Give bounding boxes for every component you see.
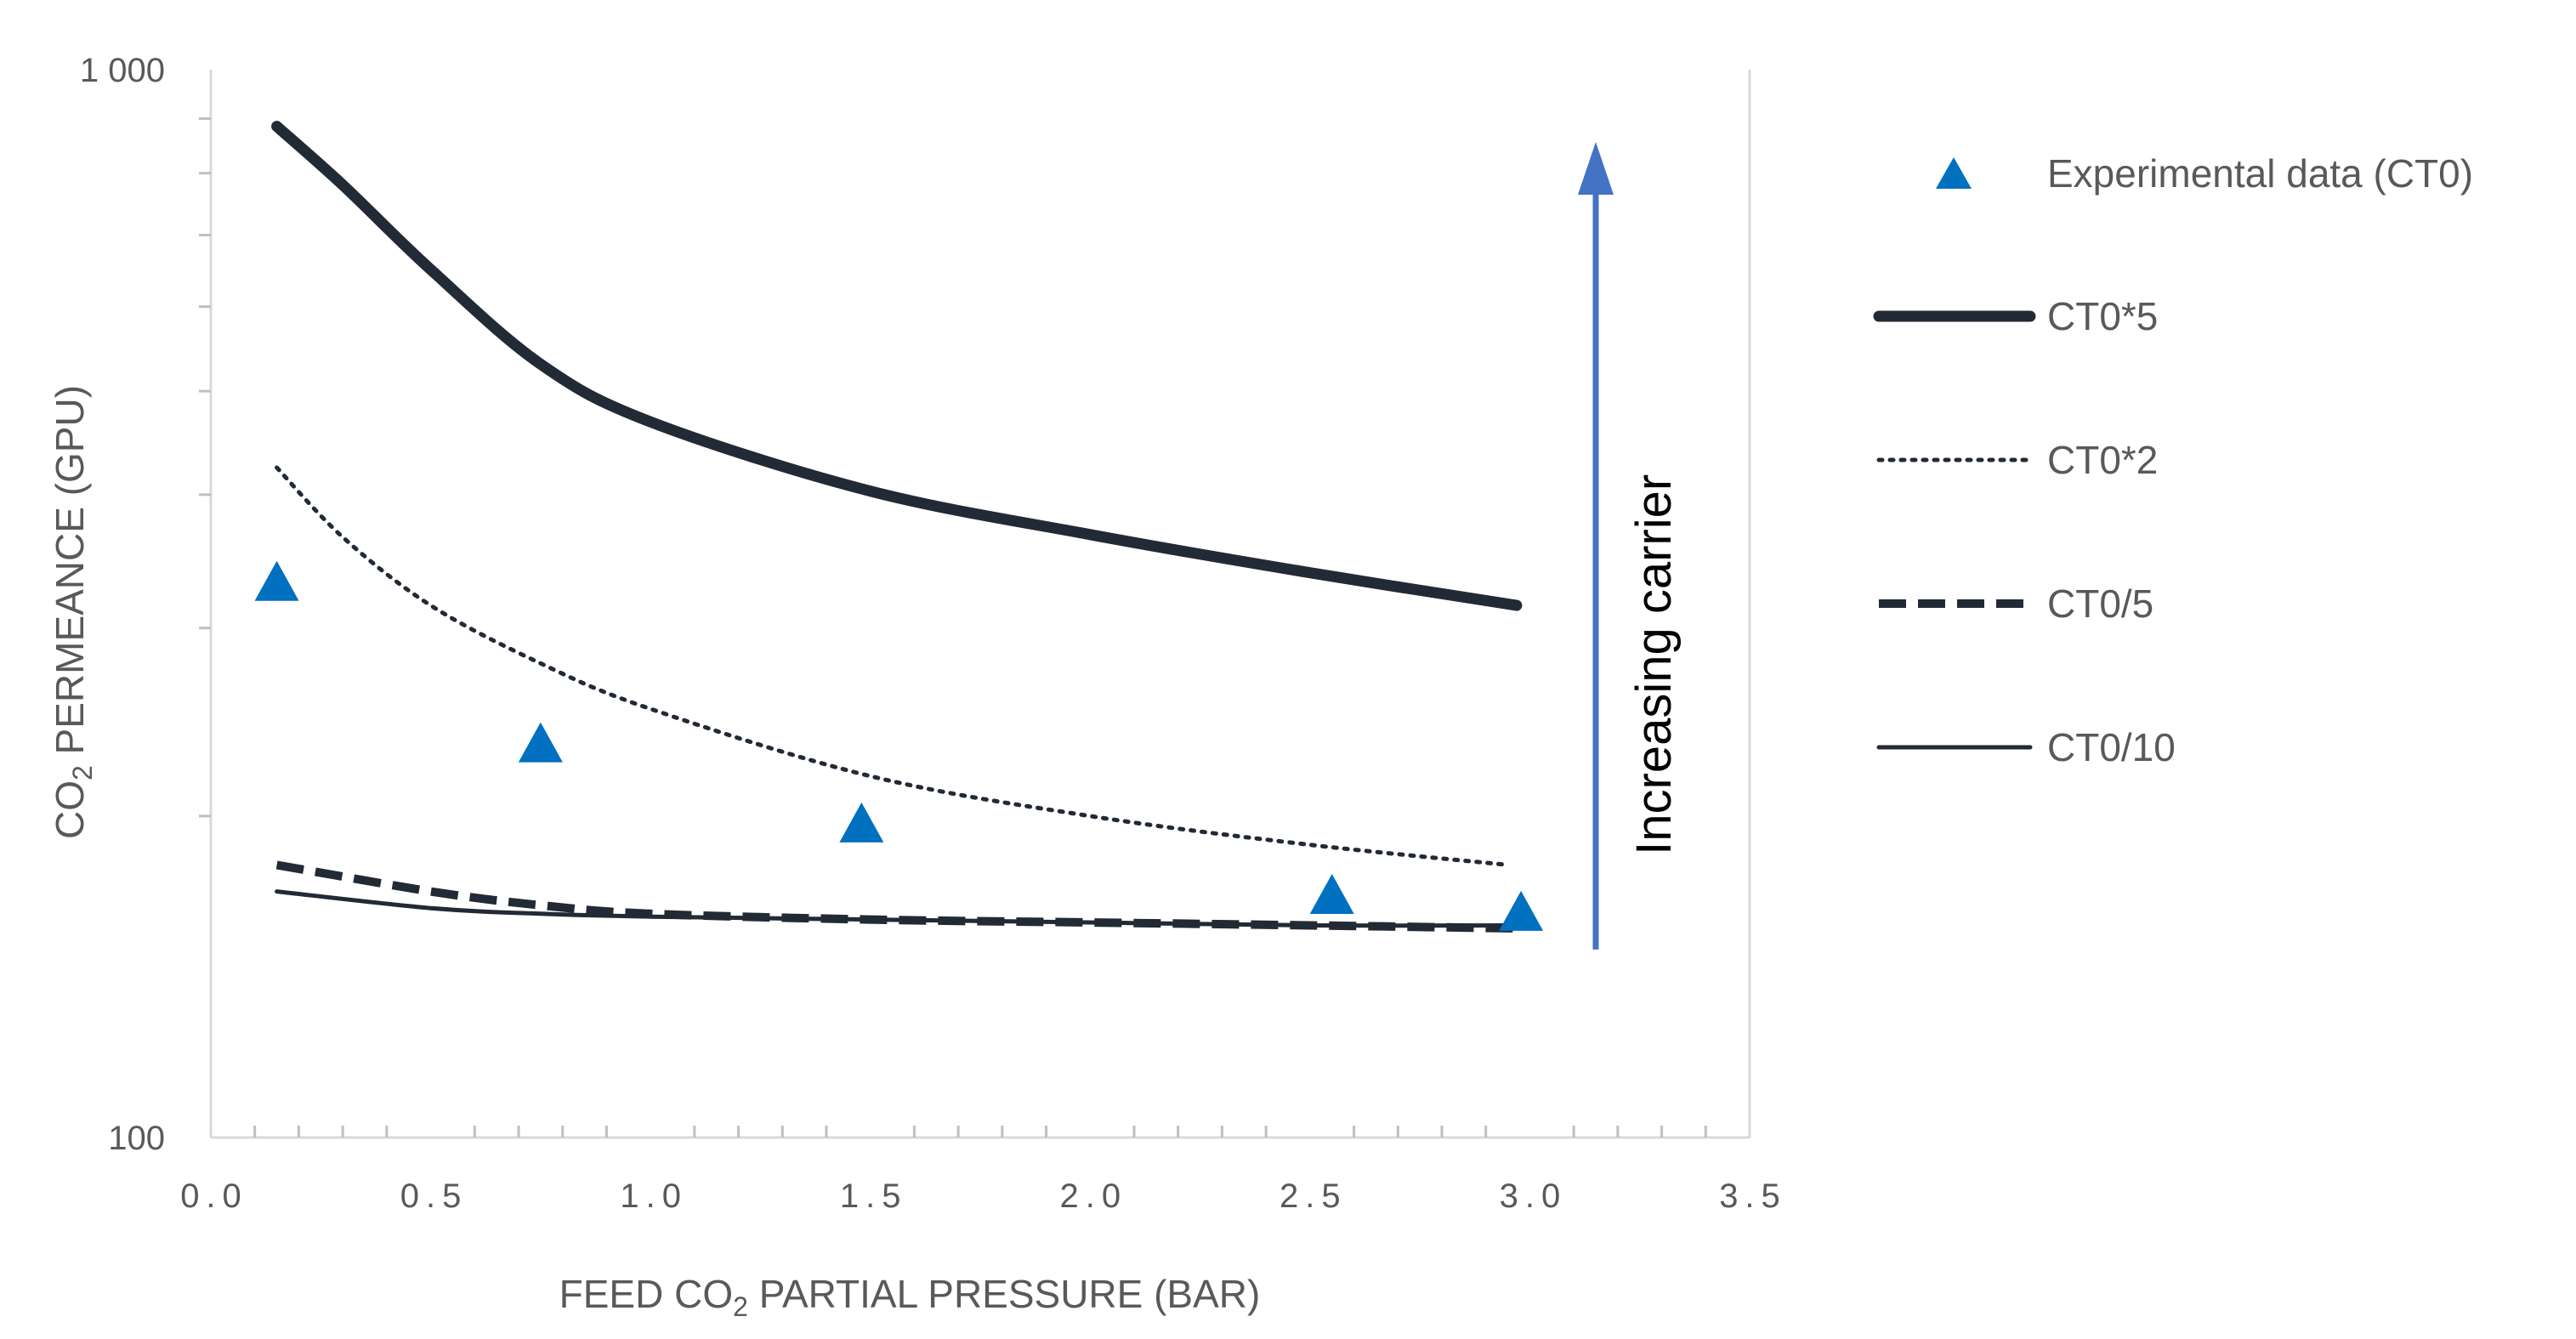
- y-axis-tick-labels: 100 1 000: [80, 52, 165, 1157]
- y-tick-label: 1 000: [80, 52, 165, 89]
- y-axis-title-sub: 2: [67, 765, 98, 780]
- series-line-ct0x5: [271, 121, 1523, 611]
- series-layer: [254, 121, 1544, 933]
- x-axis-title-post: PARTIAL PRESSURE (BAR): [748, 1272, 1260, 1316]
- increasing-carrier-label: Increasing carrier: [1626, 474, 1682, 855]
- x-tick-label: 0.0: [180, 1177, 248, 1215]
- experimental-data-point: [1309, 874, 1354, 915]
- x-tick-label: 1.0: [620, 1177, 688, 1215]
- series-line-ct0div10: [275, 889, 1519, 928]
- experimental-data-point: [518, 722, 563, 763]
- experimental-data-point: [254, 560, 299, 601]
- y-axis-ticks: [199, 116, 211, 818]
- x-axis-title-pre: FEED CO: [559, 1272, 733, 1316]
- legend-label-ct0x2: CT0*2: [2047, 438, 2158, 482]
- x-axis-title: FEED CO2 PARTIAL PRESSURE (BAR): [559, 1272, 1261, 1322]
- experimental-data-point: [1499, 890, 1544, 931]
- legend-label-experimental: Experimental data (CT0): [2047, 151, 2473, 196]
- x-tick-label: 0.5: [400, 1177, 468, 1215]
- x-tick-label: 3.0: [1500, 1177, 1568, 1215]
- annotation: Increasing carrier: [1578, 141, 1682, 950]
- x-tick-label: 3.5: [1719, 1177, 1787, 1215]
- y-axis-title-post: PERMEANCE (GPU): [48, 385, 92, 765]
- series-line-ct0x2: [275, 465, 1511, 867]
- legend-label-ct0x5: CT0*5: [2047, 294, 2158, 338]
- increasing-carrier-arrowhead: [1578, 141, 1614, 195]
- legend-marker-experimental: [1936, 157, 1972, 189]
- x-axis-title-sub: 2: [733, 1291, 748, 1322]
- y-tick-label: 100: [108, 1120, 165, 1157]
- x-axis-tick-labels: 0.0 0.5 1.0 1.5 2.0 2.5 3.0 3.5: [180, 1177, 1787, 1215]
- x-axis-ticks: [253, 1126, 1707, 1138]
- experimental-data-point: [839, 802, 884, 843]
- x-tick-label: 1.5: [840, 1177, 908, 1215]
- legend-label-ct0div10: CT0/10: [2047, 725, 2176, 769]
- x-tick-label: 2.5: [1279, 1177, 1348, 1215]
- legend-label-ct0div5: CT0/5: [2047, 582, 2153, 626]
- legend: Experimental data (CT0) CT0*5 CT0*2 CT0/…: [1873, 151, 2473, 769]
- plot-area: [209, 70, 1751, 1139]
- x-tick-label: 2.0: [1059, 1177, 1127, 1215]
- y-axis-title-pre: CO: [48, 780, 92, 839]
- y-axis-title: CO2 PERMEANCE (GPU): [48, 385, 98, 839]
